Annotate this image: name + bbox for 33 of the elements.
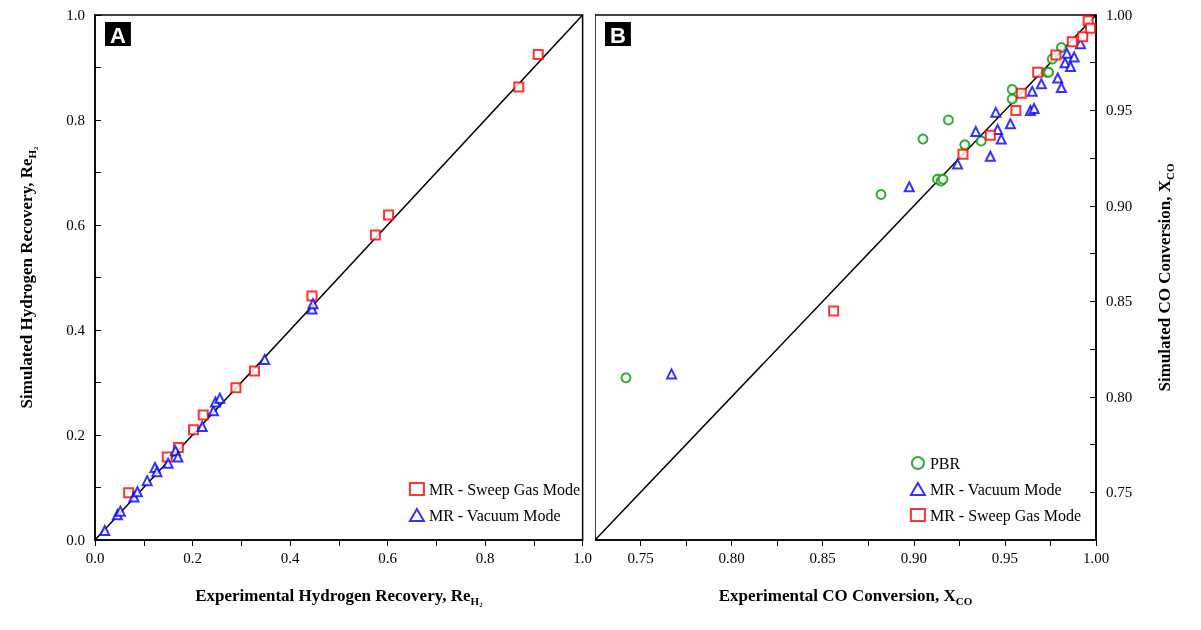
x-tick-label: 0.0 — [85, 549, 105, 566]
annotation: A — [110, 22, 126, 48]
x-tick-label: 0.95 — [991, 549, 1019, 566]
y-tick-label: 1.0 — [66, 7, 85, 23]
y-tick-label: 0.4 — [66, 322, 86, 338]
y-tick-label: 0.0 — [66, 532, 85, 548]
y-tick-label: 0.80 — [1106, 388, 1133, 405]
legend-label: MR - Vacuum Mode — [929, 480, 1062, 498]
legend-label: PBR — [929, 454, 961, 472]
annotation: B — [610, 22, 626, 48]
y-axis-title: Simulated CO Conversion, XCO — [1155, 163, 1176, 392]
x-tick-label: 0.80 — [718, 549, 745, 566]
y-tick-label: 0.8 — [66, 112, 85, 128]
x-tick-label: 1.00 — [1082, 549, 1110, 566]
y-tick-label: 1.00 — [1106, 7, 1133, 23]
x-tick-label: 1.0 — [573, 549, 592, 566]
legend-label: MR - Vacuum Mode — [428, 506, 561, 524]
y-tick-label: 0.2 — [66, 427, 85, 443]
y-tick-label: 0.85 — [1106, 293, 1133, 310]
legend-label: MR - Sweep Gas Mode — [929, 506, 1081, 525]
x-tick-label: 0.90 — [900, 549, 927, 566]
y-tick-label: 0.95 — [1106, 102, 1133, 119]
y-tick-label: 0.6 — [66, 217, 86, 233]
x-tick-label: 0.75 — [627, 549, 654, 566]
x-tick-label: 0.4 — [280, 549, 300, 566]
y-axis-title: Simulated Hydrogen Recovery, ReH₂ — [17, 145, 38, 409]
x-tick-label: 0.85 — [809, 549, 836, 566]
y-tick-label: 0.90 — [1106, 197, 1133, 214]
x-tick-label: 0.8 — [475, 549, 495, 566]
y-tick-label: 0.75 — [1106, 484, 1133, 501]
x-tick-label: 0.6 — [378, 549, 398, 566]
legend-label: MR - Sweep Gas Mode — [428, 480, 580, 499]
x-tick-label: 0.2 — [183, 549, 202, 566]
